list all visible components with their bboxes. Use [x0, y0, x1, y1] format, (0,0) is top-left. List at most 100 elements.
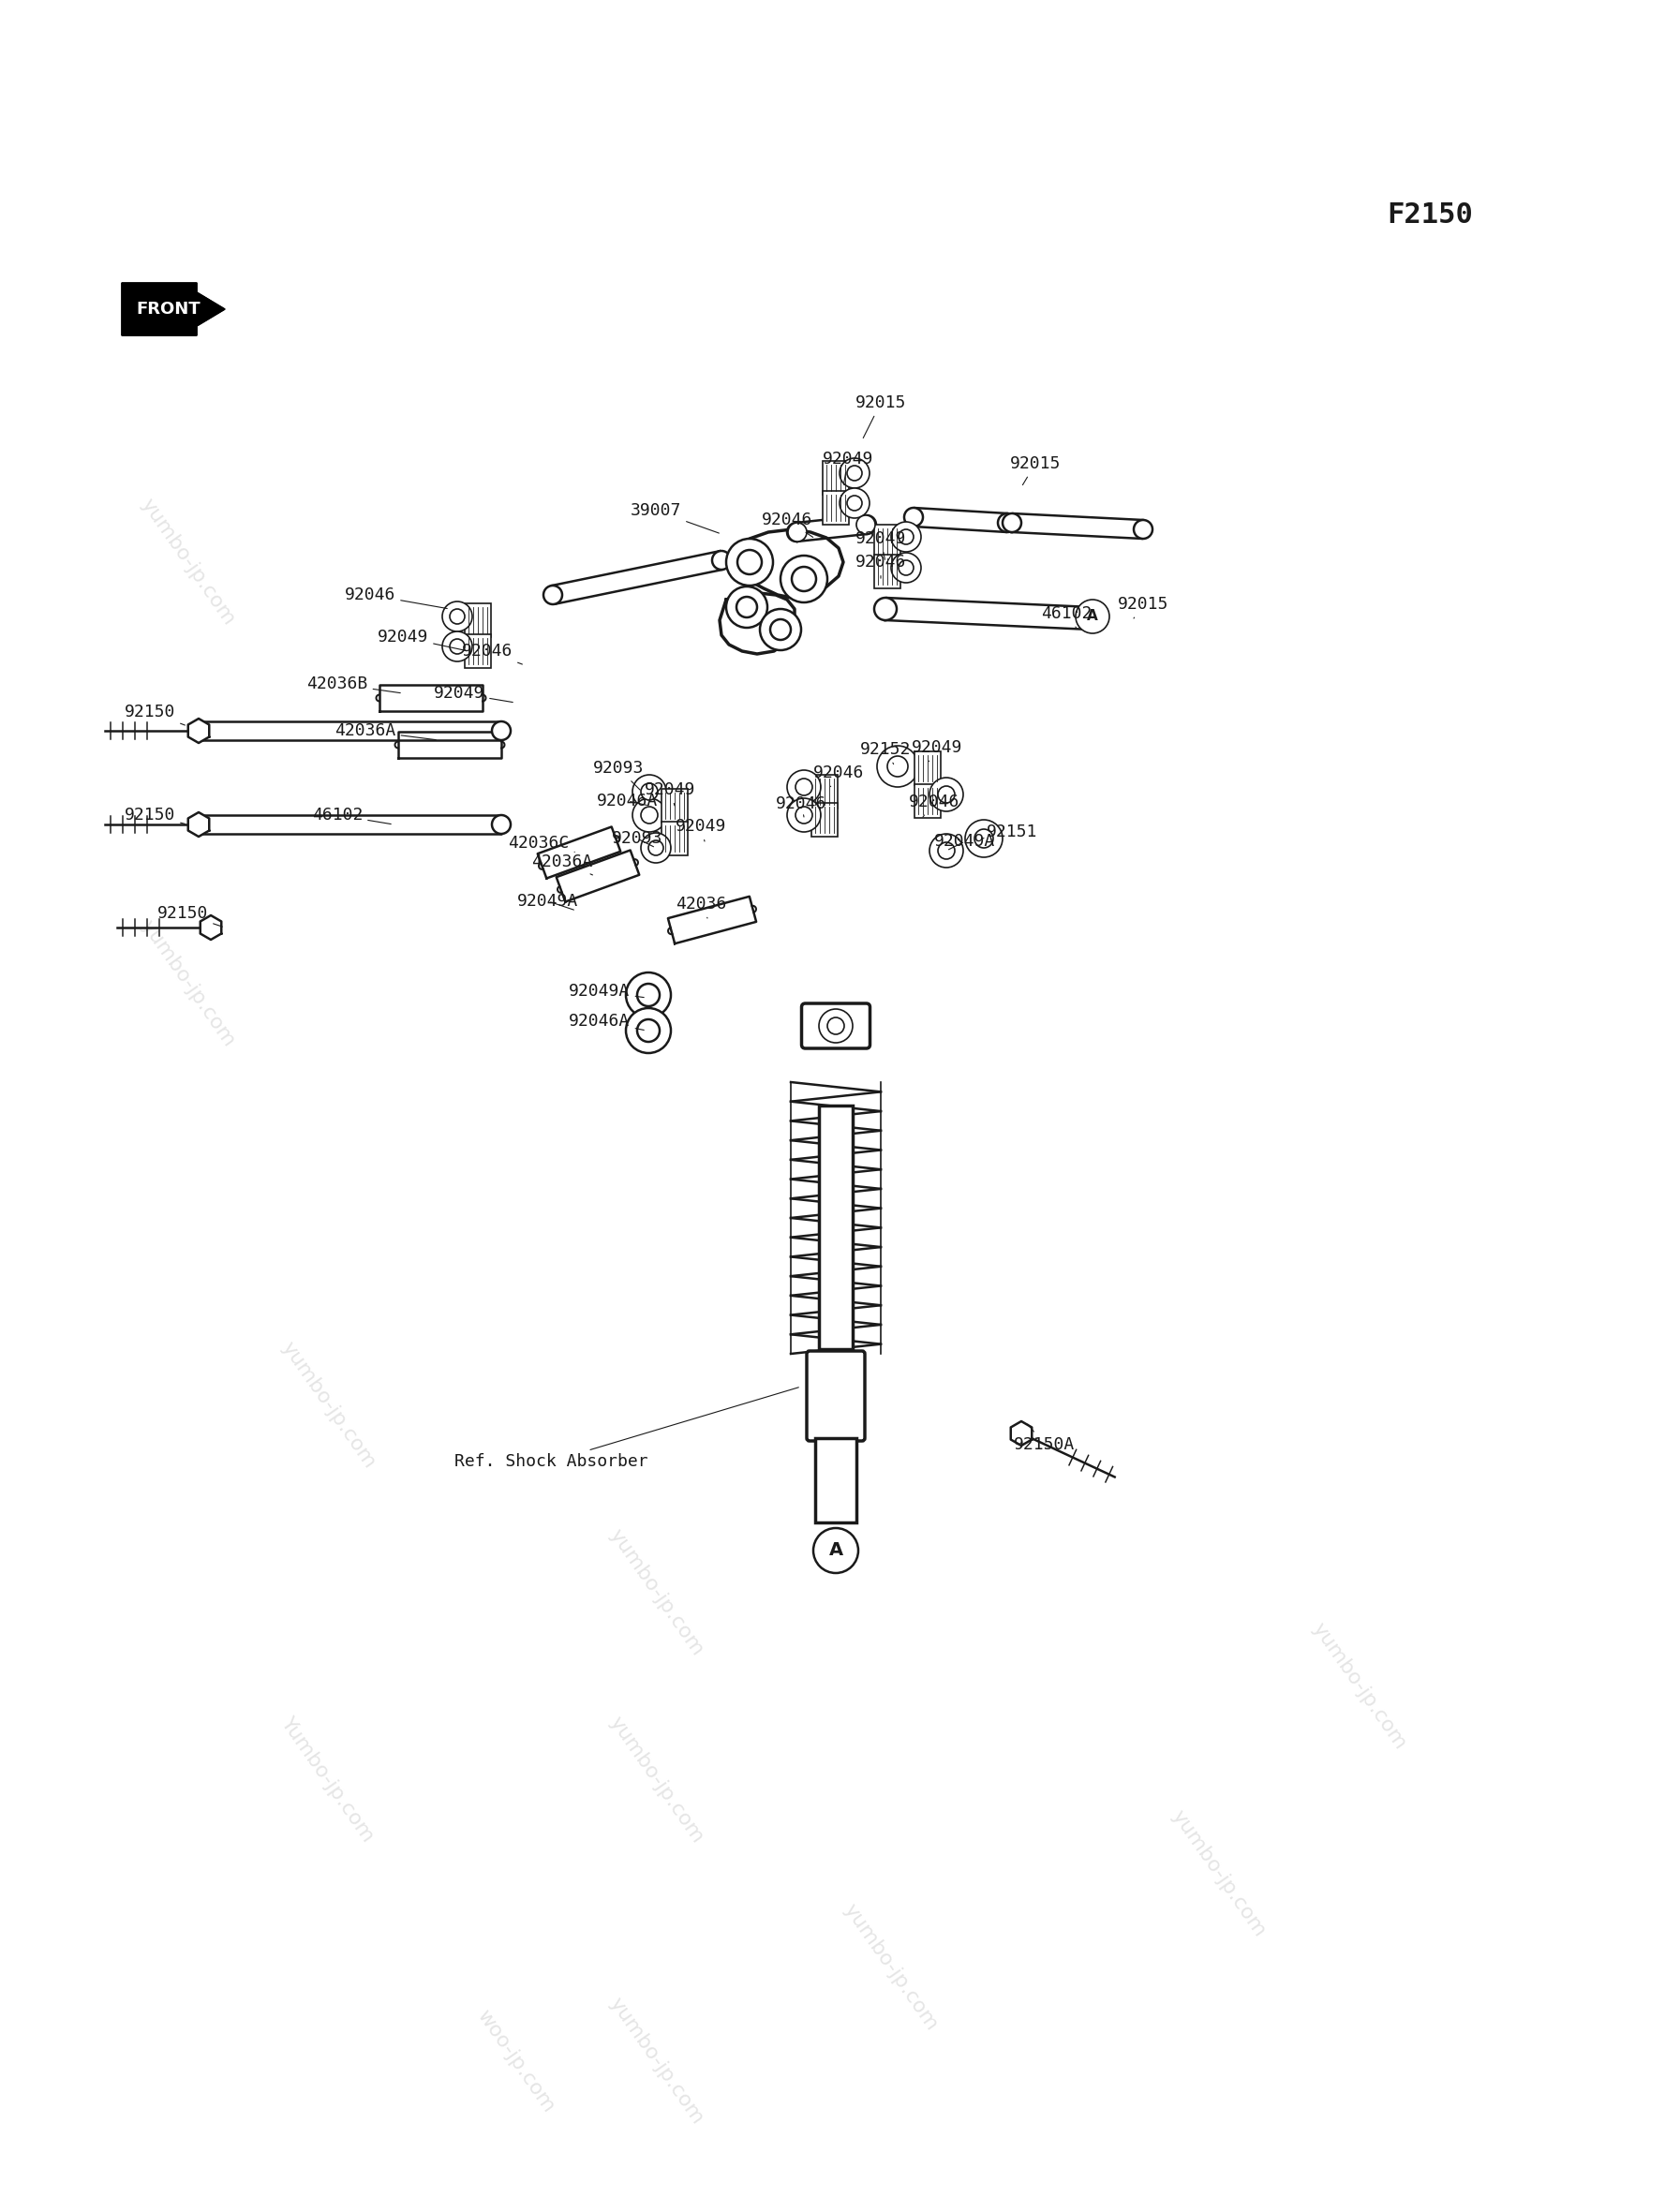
Polygon shape [556, 850, 640, 901]
Bar [823, 490, 848, 525]
Text: 92015: 92015 [855, 395, 906, 437]
Text: 92150A: 92150A [1015, 1424, 1075, 1452]
Circle shape [627, 1008, 670, 1052]
Text: 92046: 92046 [855, 554, 906, 578]
Text: 92049: 92049 [433, 685, 512, 703]
Text: 92046A: 92046A [570, 1013, 643, 1030]
Text: Ref. Shock Absorber: Ref. Shock Absorber [454, 1386, 798, 1470]
Bar [811, 776, 838, 808]
FancyBboxPatch shape [806, 1351, 865, 1441]
Text: FRONT: FRONT [136, 301, 202, 319]
Circle shape [998, 514, 1016, 532]
Text: 92046: 92046 [462, 644, 522, 663]
Circle shape [857, 516, 875, 534]
Circle shape [637, 984, 660, 1006]
Text: yumbo-jp.com: yumbo-jp.com [136, 916, 239, 1050]
Circle shape [788, 523, 806, 540]
Text: 92151: 92151 [981, 824, 1038, 841]
Bar [874, 525, 900, 558]
Circle shape [543, 587, 563, 604]
Text: 92049: 92049 [823, 450, 874, 486]
Text: woo-jp.com: woo-jp.com [474, 2006, 558, 2116]
Circle shape [937, 787, 954, 802]
Circle shape [736, 598, 758, 617]
Circle shape [1075, 600, 1109, 633]
Circle shape [796, 806, 813, 824]
Circle shape [648, 841, 664, 855]
Text: A: A [828, 1542, 843, 1560]
Polygon shape [200, 916, 222, 940]
Polygon shape [123, 283, 225, 336]
Circle shape [887, 756, 907, 778]
Bar [874, 554, 900, 589]
Circle shape [637, 1019, 660, 1041]
Text: yumbo-jp.com: yumbo-jp.com [277, 1338, 378, 1472]
Circle shape [890, 554, 921, 582]
Text: 92015: 92015 [1010, 455, 1060, 486]
Circle shape [890, 523, 921, 551]
Text: 92150: 92150 [124, 806, 185, 824]
Circle shape [632, 776, 667, 808]
Bar [823, 461, 848, 494]
Text: yumbo-jp.com: yumbo-jp.com [605, 1995, 707, 2129]
Circle shape [786, 523, 806, 540]
Circle shape [450, 639, 465, 655]
Circle shape [1003, 514, 1021, 532]
Circle shape [786, 771, 822, 804]
Polygon shape [188, 813, 210, 837]
Circle shape [442, 631, 472, 661]
Circle shape [492, 815, 511, 835]
Polygon shape [188, 718, 210, 743]
Circle shape [492, 721, 511, 740]
Text: yumbo-jp.com: yumbo-jp.com [605, 1527, 707, 1659]
Circle shape [640, 784, 659, 800]
Circle shape [640, 833, 670, 863]
Text: 92049A: 92049A [517, 892, 578, 910]
Circle shape [874, 598, 897, 620]
Text: 42036A: 42036A [334, 723, 435, 740]
Polygon shape [538, 826, 620, 879]
Circle shape [974, 828, 993, 848]
Circle shape [450, 609, 465, 624]
Text: 92049A: 92049A [570, 982, 643, 1000]
Circle shape [827, 1017, 845, 1035]
Bar [914, 751, 941, 784]
Bar [662, 789, 687, 822]
Circle shape [1080, 606, 1102, 631]
Polygon shape [380, 685, 482, 712]
Text: 92046: 92046 [761, 512, 813, 538]
Polygon shape [912, 508, 1008, 532]
Text: 92049: 92049 [645, 782, 696, 806]
Text: Yumbo-jp.com: Yumbo-jp.com [277, 1714, 378, 1845]
Circle shape [632, 798, 667, 833]
Bar [465, 635, 491, 668]
Circle shape [726, 587, 768, 628]
Text: F2150: F2150 [1386, 202, 1473, 228]
Text: yumbo-jp.com: yumbo-jp.com [1309, 1619, 1410, 1753]
Polygon shape [551, 551, 724, 604]
Circle shape [786, 798, 822, 833]
Polygon shape [198, 815, 501, 835]
Polygon shape [1011, 514, 1144, 538]
Text: 92049: 92049 [378, 628, 465, 650]
Polygon shape [719, 593, 795, 655]
Text: yumbo-jp.com: yumbo-jp.com [136, 494, 239, 628]
Circle shape [190, 721, 208, 740]
Text: 92015: 92015 [1117, 595, 1169, 617]
Circle shape [190, 815, 208, 835]
Bar [811, 802, 838, 837]
Polygon shape [1011, 1421, 1032, 1446]
Circle shape [840, 459, 870, 488]
Circle shape [769, 620, 791, 639]
Circle shape [726, 538, 773, 587]
Bar [815, 1439, 857, 1523]
Circle shape [640, 806, 659, 824]
Text: yumbo-jp.com: yumbo-jp.com [840, 1900, 941, 2034]
Text: 92093: 92093 [593, 760, 643, 791]
Text: 92049: 92049 [855, 529, 906, 560]
Circle shape [796, 778, 813, 795]
Circle shape [1134, 521, 1152, 538]
Text: 46102: 46102 [312, 806, 391, 824]
Polygon shape [123, 283, 225, 336]
Text: 92150: 92150 [124, 703, 185, 725]
